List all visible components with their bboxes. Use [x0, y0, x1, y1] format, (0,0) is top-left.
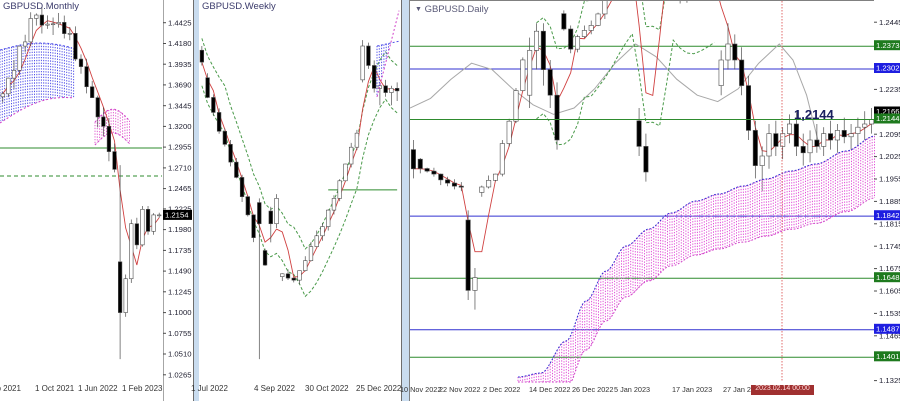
svg-text:1.1745: 1.1745: [879, 242, 900, 251]
svg-text:1.3690: 1.3690: [168, 81, 192, 90]
svg-text:1.4180: 1.4180: [168, 39, 192, 48]
svg-text:1.1648: 1.1648: [876, 273, 900, 282]
svg-text:1.2095: 1.2095: [879, 130, 900, 139]
svg-text:1.3445: 1.3445: [168, 101, 192, 110]
svg-text:1.2302: 1.2302: [876, 64, 900, 73]
svg-text:1.1245: 1.1245: [168, 287, 192, 296]
svg-text:1.2144: 1.2144: [876, 114, 900, 123]
svg-text:1.3935: 1.3935: [168, 60, 192, 69]
svg-text:1.2025: 1.2025: [879, 152, 900, 161]
svg-text:1.1605: 1.1605: [879, 287, 900, 296]
svg-text:1.2955: 1.2955: [168, 143, 192, 152]
svg-text:1.2710: 1.2710: [168, 164, 192, 173]
svg-text:1.1815: 1.1815: [879, 219, 900, 228]
svg-text:1.4425: 1.4425: [168, 18, 192, 27]
svg-text:1.3200: 1.3200: [168, 122, 192, 131]
svg-text:1.0265: 1.0265: [168, 370, 192, 379]
svg-text:1.1980: 1.1980: [168, 225, 192, 234]
svg-text:1.1955: 1.1955: [879, 175, 900, 184]
svg-text:1.1401: 1.1401: [876, 352, 900, 361]
svg-text:1.2235: 1.2235: [879, 85, 900, 94]
svg-text:1.0510: 1.0510: [168, 350, 192, 359]
svg-text:1.1535: 1.1535: [879, 309, 900, 318]
svg-text:1,2144: 1,2144: [794, 107, 835, 122]
svg-text:1.0755: 1.0755: [168, 329, 192, 338]
svg-text:1.2373: 1.2373: [876, 41, 900, 50]
svg-text:1.1490: 1.1490: [168, 267, 192, 276]
svg-text:1.1735: 1.1735: [168, 246, 192, 255]
svg-text:1.2154: 1.2154: [165, 211, 189, 220]
svg-text:1.1885: 1.1885: [879, 197, 900, 206]
svg-text:1.2445: 1.2445: [879, 18, 900, 27]
svg-text:1.1325: 1.1325: [879, 376, 900, 385]
svg-text:1.2465: 1.2465: [168, 184, 192, 193]
svg-text:1.1842: 1.1842: [876, 211, 900, 220]
svg-text:1.1000: 1.1000: [168, 308, 192, 317]
svg-text:1.1487: 1.1487: [876, 324, 900, 333]
